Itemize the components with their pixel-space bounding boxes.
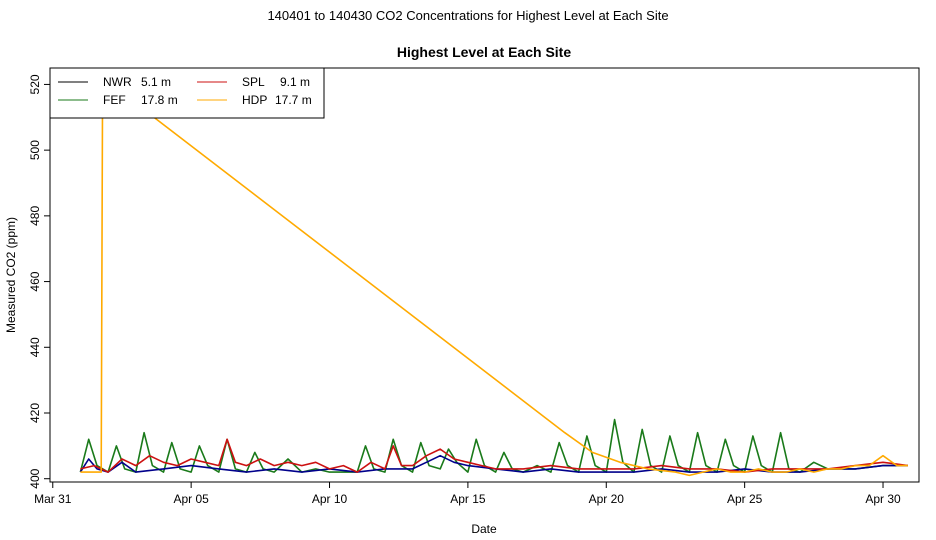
x-axis: Mar 31 Apr 05 Apr 10 Apr 15 Apr 20 Apr 25 Apr … — [34, 482, 901, 506]
y-tick-label: 460 — [28, 271, 42, 291]
x-tick-label: Apr 05 — [173, 492, 209, 506]
y-axis: 400 420 440 460 480 500 520 — [28, 74, 50, 489]
legend-height: 17.8 m — [141, 93, 178, 107]
y-tick-label: 400 — [28, 468, 42, 488]
y-axis-label: Measured CO2 (ppm) — [4, 217, 18, 333]
legend-label: FEF — [103, 93, 126, 107]
series-line-nwr — [79, 454, 908, 473]
legend-label: HDP — [242, 93, 267, 107]
chart-title: Highest Level at Each Site — [397, 44, 571, 60]
legend-height: 9.1 m — [280, 75, 310, 89]
legend-box — [49, 67, 325, 119]
y-tick-label: 500 — [28, 140, 42, 160]
x-tick-label: Apr 15 — [450, 492, 486, 506]
series-layer — [79, 77, 909, 477]
series-line-fef — [79, 418, 908, 473]
x-axis-label: Date — [471, 522, 497, 536]
page-title: 140401 to 140430 CO2 Concentrations for … — [267, 8, 669, 23]
y-tick-label: 480 — [28, 206, 42, 226]
x-tick-label: Apr 20 — [589, 492, 625, 506]
x-tick-label: Mar 31 — [34, 492, 72, 506]
legend-label: SPL — [242, 75, 265, 89]
y-tick-label: 520 — [28, 74, 42, 94]
x-tick-label: Apr 25 — [727, 492, 763, 506]
series-line-hdp — [80, 77, 908, 477]
plot-frame — [49, 67, 920, 483]
legend-height: 5.1 m — [141, 75, 171, 89]
x-tick-label: Apr 30 — [865, 492, 901, 506]
y-tick-label: 440 — [28, 337, 42, 357]
legend-height: 17.7 m — [275, 93, 312, 107]
legend-label: NWR — [103, 75, 132, 89]
y-tick-label: 420 — [28, 403, 42, 423]
x-tick-label: Apr 10 — [312, 492, 348, 506]
legend: NWR 5.1 m FEF 17.8 m SPL 9.1 m HDP 17.7 m — [49, 67, 325, 119]
series-line-spl — [80, 438, 909, 473]
